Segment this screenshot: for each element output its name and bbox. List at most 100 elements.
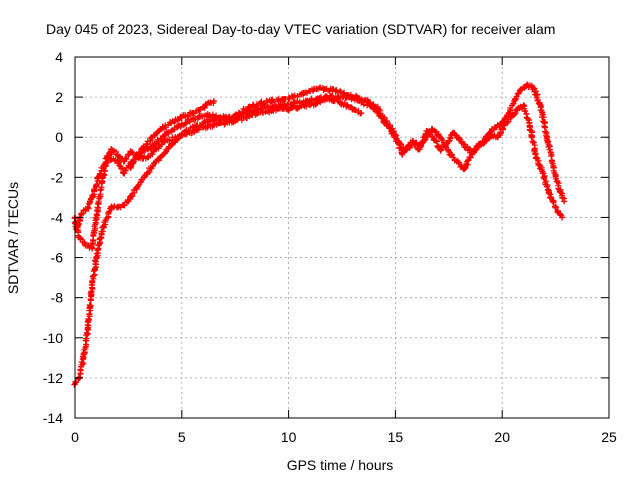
data-point — [479, 138, 486, 145]
data-point — [422, 134, 429, 141]
data-point — [210, 98, 217, 105]
data-point — [257, 100, 264, 107]
data-point — [456, 136, 463, 143]
data-point — [520, 102, 527, 109]
x-tick-label: 0 — [71, 429, 79, 445]
data-point — [518, 86, 525, 93]
data-point — [84, 324, 91, 331]
data-point — [473, 144, 480, 151]
data-point — [300, 90, 307, 97]
data-point — [460, 166, 467, 173]
data-point — [398, 150, 405, 157]
data-point — [221, 120, 228, 127]
data-point — [435, 132, 442, 139]
data-point — [127, 194, 134, 201]
data-point — [486, 130, 493, 137]
data-point — [236, 110, 243, 117]
data-point — [428, 126, 435, 133]
data-point — [343, 92, 350, 99]
data-point — [185, 118, 192, 125]
data-point — [174, 124, 181, 131]
data-point — [537, 104, 544, 111]
grid — [75, 57, 609, 418]
data-point — [364, 98, 371, 105]
data-point — [78, 210, 85, 217]
data-point — [281, 102, 288, 109]
data-point — [270, 104, 277, 111]
data-point — [86, 304, 93, 311]
data-point — [430, 136, 437, 143]
data-point — [172, 138, 179, 145]
data-point — [514, 106, 521, 113]
data-point — [133, 184, 140, 191]
data-point — [311, 86, 318, 93]
data-point — [353, 94, 360, 101]
data-point — [292, 100, 299, 107]
data-point — [121, 202, 128, 209]
data-point — [104, 154, 111, 161]
data-point — [339, 100, 345, 107]
y-tick-label: -14 — [43, 410, 63, 426]
data-point — [93, 214, 100, 221]
data-point — [454, 158, 461, 165]
data-point — [447, 152, 454, 159]
data-point — [114, 158, 121, 165]
data-point — [225, 114, 232, 121]
data-point — [161, 138, 168, 145]
data-point — [544, 134, 551, 141]
data-point — [552, 204, 559, 211]
data-series — [71, 81, 568, 388]
data-point — [302, 98, 309, 105]
y-tick-label: 2 — [55, 89, 63, 105]
plot-frame — [74, 56, 610, 419]
data-point — [531, 86, 538, 93]
data-point — [259, 104, 266, 111]
data-point — [437, 146, 444, 153]
data-point — [195, 114, 202, 121]
y-tick-label: -8 — [51, 290, 64, 306]
data-point — [89, 284, 96, 291]
x-tick-label: 5 — [178, 429, 186, 445]
data-point — [133, 154, 140, 161]
data-point — [161, 150, 168, 157]
data-point — [108, 204, 115, 211]
data-point — [191, 128, 198, 135]
data-point — [467, 154, 474, 161]
data-point — [512, 96, 519, 103]
data-point — [127, 164, 134, 171]
data-point — [403, 146, 410, 153]
data-point — [268, 98, 275, 105]
data-point — [539, 170, 546, 177]
data-point — [89, 194, 96, 201]
series-track-3 — [71, 81, 568, 388]
data-point — [148, 134, 155, 141]
data-point — [121, 170, 128, 177]
data-point — [142, 172, 149, 179]
data-point — [494, 134, 501, 141]
data-point — [114, 152, 121, 159]
data-point — [178, 114, 185, 121]
data-point — [168, 120, 175, 127]
data-point — [279, 96, 286, 103]
x-tick-label: 10 — [281, 429, 297, 445]
y-tick-label: 4 — [55, 49, 63, 65]
data-point — [80, 354, 87, 361]
data-point — [121, 158, 128, 165]
data-point — [505, 110, 512, 117]
data-point — [183, 128, 190, 135]
data-point — [163, 130, 170, 137]
data-point — [89, 244, 96, 251]
y-tick-label: -2 — [51, 169, 64, 185]
chart-title: Day 045 of 2023, Sidereal Day-to-day VTE… — [46, 21, 555, 37]
y-tick-label: -12 — [43, 370, 63, 386]
data-point — [349, 106, 356, 113]
data-point — [561, 198, 568, 205]
data-point — [153, 140, 160, 147]
data-point — [499, 120, 506, 127]
data-point — [415, 146, 422, 153]
data-point — [526, 124, 533, 131]
data-point — [409, 138, 416, 145]
series-track-4 — [127, 98, 217, 171]
data-point — [95, 174, 102, 181]
